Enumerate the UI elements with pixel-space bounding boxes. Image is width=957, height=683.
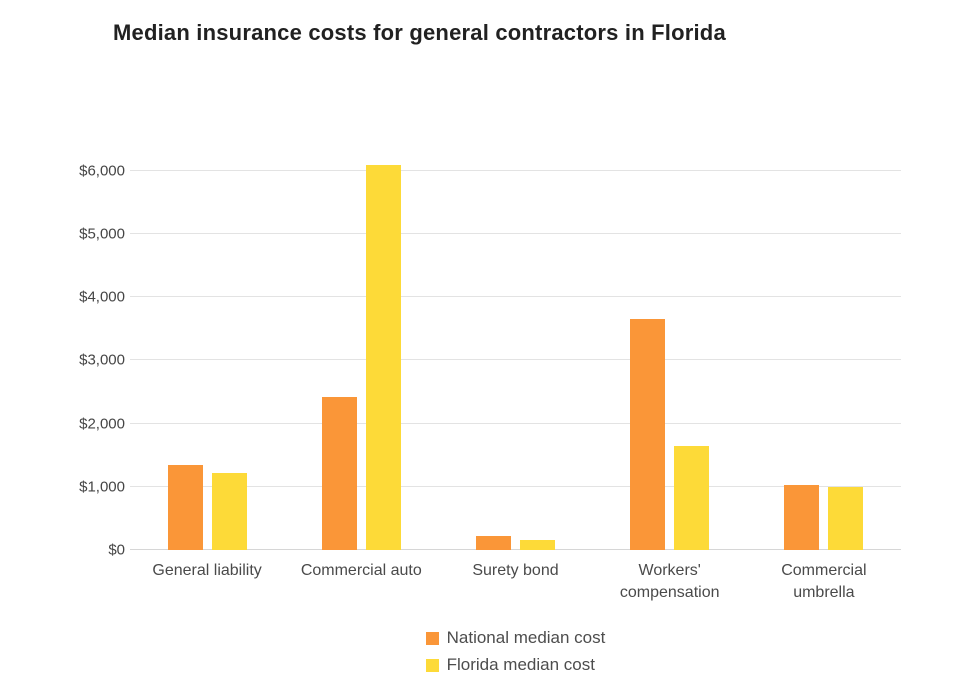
y-tick-label: $6,000 — [79, 162, 125, 180]
y-tick-label: $3,000 — [79, 351, 125, 369]
category-label: Workers' compensation — [593, 560, 747, 603]
bar-group — [593, 140, 747, 550]
category-label: Commercial auto — [284, 560, 438, 582]
legend-swatch-icon — [425, 658, 439, 672]
gridline — [130, 422, 901, 424]
category-label-line: Commercial — [781, 562, 867, 579]
bar-group — [747, 140, 901, 550]
category-label: Surety bond — [438, 560, 592, 582]
legend-label: Florida median cost — [446, 655, 595, 674]
category-label-line: Workers' — [638, 562, 701, 579]
category-label-line: umbrella — [793, 583, 855, 601]
bar-florida — [211, 472, 247, 550]
category-label: General liability — [130, 560, 284, 582]
gridline — [130, 169, 901, 171]
legend-item-national: National median cost — [425, 628, 606, 648]
x-axis-labels: General liability Commercial auto Surety b… — [130, 560, 901, 610]
category-label-line: Surety bond — [472, 562, 559, 579]
gridline — [130, 296, 901, 298]
bar-group — [130, 140, 284, 550]
legend: National median cost Florida median cost — [130, 628, 901, 675]
bar-group — [438, 140, 592, 550]
y-tick-label: $2,000 — [79, 415, 125, 433]
legend-swatch-icon — [425, 631, 439, 645]
bar-florida — [519, 539, 555, 550]
category-label: Commercial umbrella — [747, 560, 901, 603]
bar-national — [630, 318, 666, 550]
y-tick-label: $5,000 — [79, 225, 125, 243]
category-label-line: compensation — [619, 583, 720, 601]
y-tick-label: $1,000 — [79, 478, 125, 496]
bar-national — [784, 484, 820, 550]
legend-inner: National median cost Florida median cost — [425, 628, 606, 675]
bar-national — [475, 535, 511, 550]
bar-florida — [828, 486, 864, 550]
gridline — [130, 485, 901, 487]
bar-group — [284, 140, 438, 550]
legend-item-florida: Florida median cost — [425, 655, 595, 675]
x-axis-baseline — [130, 549, 901, 550]
y-tick-label: $4,000 — [79, 288, 125, 306]
category-label-line: Commercial auto — [300, 562, 422, 579]
bar-florida — [365, 165, 401, 550]
bar-national — [321, 396, 357, 550]
legend-label: National median cost — [446, 628, 606, 647]
plot-area: $0 $1,000 $2,000 $3,000 $4,000 $5,000 $6,000 — [79, 140, 901, 559]
chart-title: Median insurance costs for general contr… — [113, 20, 726, 45]
y-tick-label: $0 — [108, 541, 125, 559]
category-label-line: General liability — [152, 562, 262, 579]
gridline — [130, 359, 901, 361]
bar-florida — [674, 446, 710, 550]
bar-national — [167, 464, 203, 550]
gridline — [130, 233, 901, 235]
